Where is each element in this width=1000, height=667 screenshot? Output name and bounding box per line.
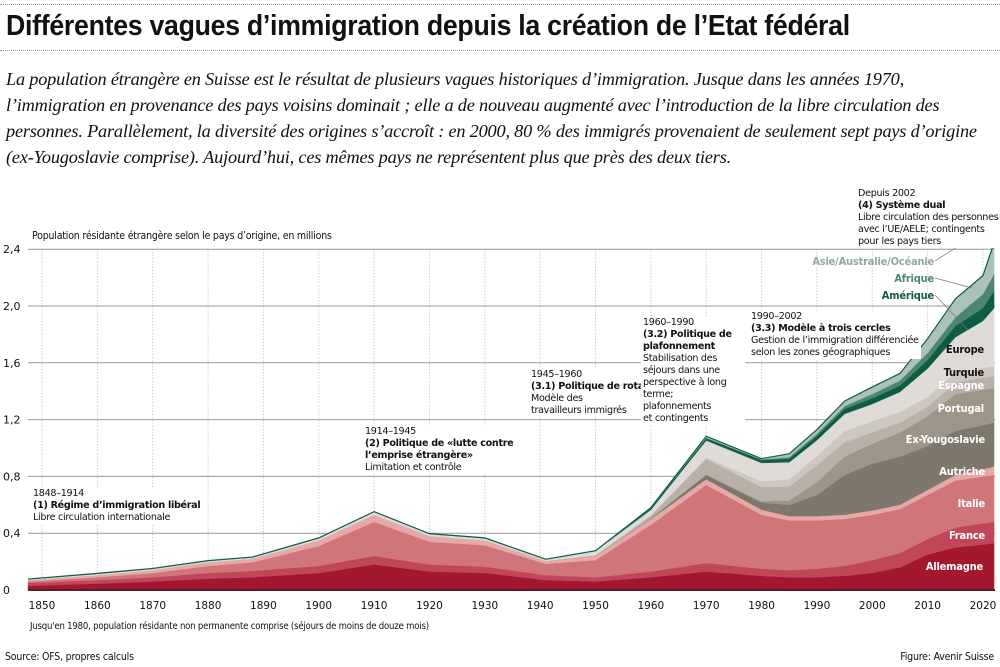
annotation-2: 1914–1945 (2) Politique de «lutte contre…	[363, 426, 517, 474]
series-label-italie: Italie	[957, 497, 986, 510]
series-label-portugal: Portugal	[937, 402, 984, 415]
annotation-period: 1960–1990	[643, 317, 694, 328]
annotation-desc: Libre circulation internationale	[33, 512, 171, 523]
annotation-desc: Limitation et contrôle	[365, 462, 462, 473]
annotation-desc: pour les pays tiers	[858, 236, 941, 247]
x-tick-label: 1870	[139, 600, 166, 612]
annotation-desc: perspective à long	[643, 377, 727, 388]
leader-line	[934, 294, 969, 331]
footnote: Jusqu'en 1980, population résidante non …	[30, 621, 429, 632]
annotation-desc: avec l’UE/AELE; contingents	[858, 224, 985, 235]
intro-text: La population étrangère en Suisse est le…	[6, 69, 977, 167]
annotation-desc: et contingents	[643, 413, 709, 424]
annotation-period: Depuis 2002	[858, 188, 916, 199]
annotation-desc: terme; plafonnements	[643, 389, 712, 412]
annotation-4: Depuis 2002 (4) Système dual Libre circu…	[856, 188, 1000, 248]
series-label-france: France	[948, 529, 985, 542]
x-tick-label: 1900	[305, 600, 332, 612]
x-tick-label: 2010	[914, 600, 941, 612]
source: Source: OFS, propres calculs	[5, 651, 134, 663]
x-tick-label: 1940	[527, 600, 554, 612]
x-tick-label: 1890	[250, 600, 277, 612]
annotation-period: 1990–2002	[751, 311, 802, 322]
x-tick-label: 1920	[416, 600, 443, 612]
annotation-3-2: 1960–1990 (3.2) Politique de plafonnemen…	[641, 317, 745, 425]
y-tick-label: 0	[3, 584, 10, 597]
x-tick-label: 2000	[859, 600, 886, 612]
credit: Figure: Avenir Suisse	[900, 651, 994, 663]
x-tick-label: 1970	[693, 600, 720, 612]
leader-line	[934, 277, 973, 289]
annotation-policy: (3.1) Politique de rotation	[531, 381, 665, 392]
title-rule	[0, 50, 1000, 51]
annotation-period: 1914–1945	[365, 426, 416, 437]
series-label-europe: Europe	[945, 343, 984, 356]
series-label-autriche: Autriche	[939, 465, 985, 478]
annotation-desc: Libre circulation des personnes	[858, 212, 999, 223]
y-tick-label: 0,4	[3, 527, 21, 540]
series-label-afrique: Afrique	[894, 272, 934, 285]
total-outline	[27, 242, 995, 580]
annotation-3-3: 1990–2002 (3.3) Modèle à trois cercles G…	[749, 311, 921, 359]
series-label-amerique: Amérique	[881, 289, 934, 302]
x-tick-label: 1950	[582, 600, 609, 612]
annotation-desc: travailleurs immigrés	[531, 405, 627, 416]
x-tick-label: 1850	[29, 600, 56, 612]
y-tick-label: 2,0	[3, 300, 21, 313]
x-tick-label: 1880	[195, 600, 222, 612]
top-rule	[0, 4, 1000, 5]
y-tick-label: 0,8	[3, 470, 21, 483]
series-label-allemagne: Allemagne	[925, 560, 983, 573]
annotation-desc: séjours dans une	[643, 365, 720, 376]
y-tick-label: 1,2	[3, 414, 21, 427]
x-tick-label: 2020	[970, 600, 997, 612]
series-label-ex-yougoslavie: Ex-Yougoslavie	[905, 433, 985, 446]
y-tick-label: 2,4	[3, 243, 21, 256]
annotation-desc: Modèle des	[531, 393, 583, 404]
chart-title: Population résidante étrangère selon le …	[32, 230, 332, 242]
annotation-policy: (1) Régime d’immigration libéral	[33, 500, 201, 511]
x-tick-label: 1860	[84, 600, 111, 612]
annotation-desc: Stabilisation des	[643, 353, 718, 364]
annotation-policy: (3.2) Politique de plafonnement	[643, 329, 732, 352]
x-tick-label: 1910	[361, 600, 388, 612]
x-tick-label: 1930	[471, 600, 498, 612]
x-tick-label: 1980	[748, 600, 775, 612]
annotation-policy: (2) Politique de «lutte contre l’emprise…	[365, 438, 514, 461]
series-label-asie: Asie/Australie/Océanie	[812, 255, 934, 268]
annotation-desc: Gestion de l’immigration différenciée	[751, 335, 919, 346]
annotation-policy: (4) Système dual	[858, 200, 946, 211]
x-tick-label: 1990	[804, 600, 831, 612]
x-tick-label: 1960	[638, 600, 665, 612]
annotation-1: 1848–1914 (1) Régime d’immigration libér…	[31, 488, 203, 524]
annotation-period: 1848–1914	[33, 488, 84, 499]
annotation-period: 1945–1960	[531, 369, 582, 380]
y-tick-label: 1,6	[3, 357, 21, 370]
annotation-policy: (3.3) Modèle à trois cercles	[751, 323, 891, 334]
annotation-desc: selon les zones géographiques	[751, 347, 891, 358]
series-label-turquie: Turquie	[943, 366, 985, 379]
series-label-espagne: Espagne	[938, 379, 984, 392]
page-title: Différentes vagues d’immigration depuis …	[6, 10, 850, 42]
